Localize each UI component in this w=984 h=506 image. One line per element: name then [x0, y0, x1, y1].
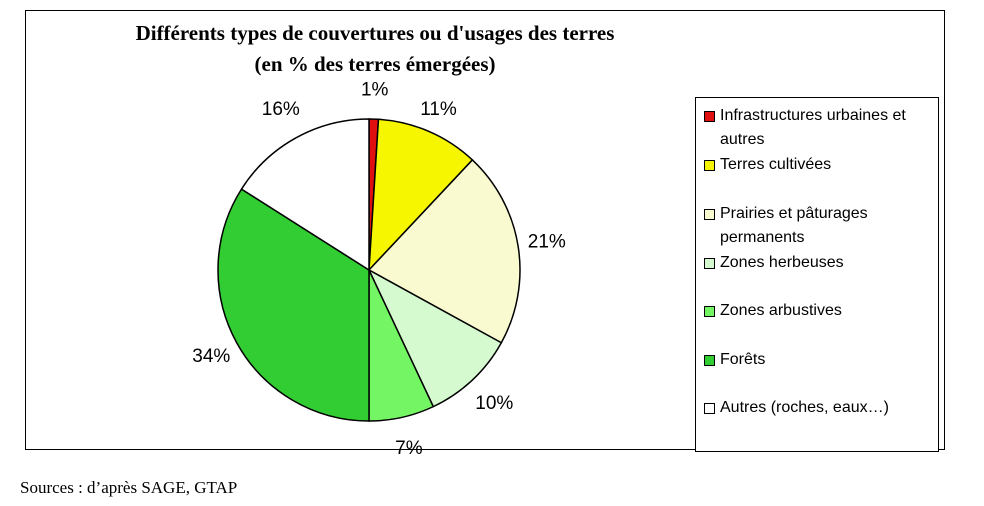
legend-swatch — [704, 306, 715, 317]
legend-swatch — [704, 355, 715, 366]
slice-value-label: 11% — [420, 99, 457, 120]
legend-swatch — [704, 209, 715, 220]
legend-label: Forêts — [720, 351, 766, 368]
legend-label: Zones arbustives — [720, 302, 842, 319]
slice-value-label: 16% — [262, 99, 300, 120]
chart-title: Différents types de couvertures ou d'usa… — [135, 21, 615, 45]
chart-title-block: Différents types de couvertures ou d'usa… — [25, 18, 725, 80]
legend-label: Autres (roches, eaux…) — [720, 399, 889, 416]
pie-slice — [368, 118, 474, 273]
pie-slice — [367, 158, 521, 344]
slice-value-label: 1% — [361, 80, 389, 101]
legend-label: Prairies et pâturages permanents — [720, 205, 868, 246]
legend-label: Zones herbeuses — [720, 254, 844, 271]
pie-slice — [240, 118, 370, 272]
legend-swatch — [704, 403, 715, 414]
pie-slice — [217, 188, 370, 422]
legend-label: Terres cultivées — [720, 156, 832, 173]
slice-value-label: 21% — [528, 231, 566, 252]
chart-subtitle: (en % des terres émergées) — [254, 52, 496, 76]
legend: Infrastructures urbaines et autres Terres… — [695, 97, 939, 452]
legend-label: Infrastructures urbaines et autres — [720, 107, 906, 148]
legend-swatch — [704, 111, 715, 122]
source-note: Sources : d’après SAGE, GTAP — [20, 478, 238, 497]
pie-slice — [367, 268, 503, 408]
slice-value-label: 10% — [475, 393, 513, 414]
legend-swatch — [704, 160, 715, 171]
slice-value-label: 7% — [395, 438, 423, 459]
legend-swatch — [704, 258, 715, 269]
slice-value-label: 34% — [192, 346, 230, 367]
